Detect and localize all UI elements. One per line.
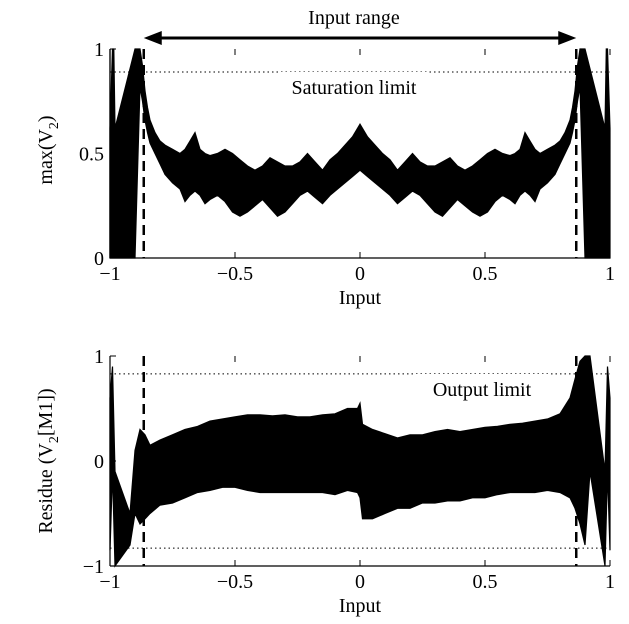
bottom-y-tick-label: 0 [94, 451, 104, 473]
top-saturation-limit-label: Saturation limit [292, 77, 417, 99]
top-x-tick-label: −0.5 [217, 263, 253, 285]
top-y-tick-label: 1 [94, 39, 104, 61]
top-y-label-tail: ) [35, 115, 57, 122]
input-range-arrowhead-right [558, 31, 577, 45]
input-range-arrow [143, 31, 577, 45]
top-saturation-label-bg [280, 72, 428, 100]
bottom-y-tick-label: 1 [94, 346, 104, 368]
bottom-y-ticks: −1 0 1 [83, 346, 116, 578]
top-y-label-main: max(V [35, 129, 57, 185]
top-y-tick-label: 0.5 [79, 144, 104, 166]
top-x-tick-label: 0.5 [473, 263, 498, 285]
input-range-arrowhead-left [143, 31, 162, 45]
top-x-tick-label: 0 [355, 263, 365, 285]
bottom-plot-area: Output limit [109, 355, 611, 568]
bottom-x-tick-label: −1 [99, 571, 120, 593]
bottom-y-label-sub: 2 [47, 436, 62, 443]
top-x-axis-label: Input [339, 287, 382, 309]
bottom-output-label-bg [414, 374, 550, 402]
input-range-label: Input range [308, 7, 400, 29]
bottom-x-ticks: −1 −0.5 0 0.5 1 [99, 356, 615, 593]
top-chart: Saturation limit −1 −0.5 0 0.5 1 00.51 Input… [35, 7, 615, 309]
top-x-tick-label: −1 [99, 263, 120, 285]
top-y-label-sub: 2 [47, 122, 62, 129]
top-y-axis-label: max(V2) [35, 115, 62, 184]
bottom-y-axis-label: Residue (V2[M1]) [35, 388, 62, 533]
bottom-series-band [109, 355, 611, 568]
bottom-output-limit-label: Output limit [433, 379, 532, 401]
top-y-tick-label: 0 [94, 248, 104, 270]
bottom-y-label-main: Residue (V [35, 443, 57, 534]
bottom-y-tick-label: −1 [83, 556, 104, 578]
bottom-x-axis-label: Input [339, 595, 382, 617]
top-x-ticks: −1 −0.5 0 0.5 1 [99, 49, 615, 285]
bottom-x-tick-label: 0 [355, 571, 365, 593]
bottom-chart: Output limit −1 −0.5 0 0.5 1 −1 0 1 Input Resi… [35, 346, 615, 617]
top-x-tick-label: 1 [605, 263, 615, 285]
top-plot-area: Saturation limit [109, 48, 611, 259]
bottom-x-tick-label: 0.5 [473, 571, 498, 593]
bottom-y-label-tail: [M1]) [35, 388, 57, 436]
top-y-ticks: 00.51 [79, 39, 116, 270]
bottom-x-tick-label: 1 [605, 571, 615, 593]
bottom-x-tick-label: −0.5 [217, 571, 253, 593]
